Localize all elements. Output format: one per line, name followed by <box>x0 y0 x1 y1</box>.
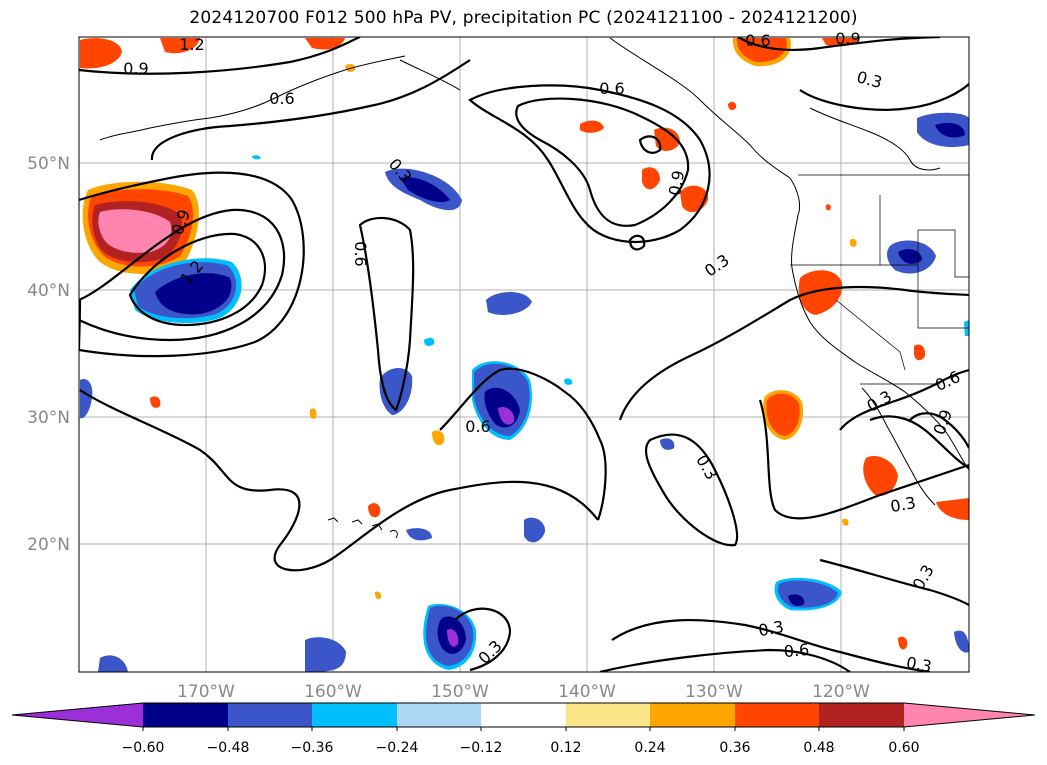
colorbar <box>11 702 1036 731</box>
lat-label: 40°N <box>27 281 70 301</box>
map-frame <box>78 36 970 673</box>
colorbar-segment <box>481 703 566 727</box>
colorbar-tick-label: 0.60 <box>888 740 919 756</box>
lon-label: 140°W <box>558 682 616 702</box>
colorbar-segment <box>819 703 904 727</box>
colorbar-segment <box>566 703 650 727</box>
lat-label: 30°N <box>27 408 70 428</box>
lon-label: 170°W <box>177 682 235 702</box>
map-area <box>79 37 969 672</box>
contour-label: 1.2 <box>179 35 204 54</box>
map-title: 2024120700 F012 500 hPa PV, precipitatio… <box>189 8 858 28</box>
coastlines <box>99 37 969 506</box>
colorbar-tick-label: −0.36 <box>291 740 334 756</box>
colorbar-segment <box>397 703 481 727</box>
lon-label: 130°W <box>685 682 743 702</box>
colorbar-extend-min <box>12 703 143 727</box>
longitude-labels: 170°W 160°W 150°W 140°W 130°W 120°W <box>177 682 870 702</box>
lat-label: 20°N <box>27 535 70 555</box>
colorbar-segment <box>228 703 312 727</box>
colorbar-tick-label: 0.48 <box>803 740 834 756</box>
colorbar-tick-label: −0.60 <box>122 740 165 756</box>
latitude-labels: 50°N 40°N 30°N 20°N <box>27 154 70 555</box>
contour-label: 0.3 <box>757 617 785 640</box>
colorbar-tick-label: 0.24 <box>634 740 665 756</box>
positive-precip-regions <box>80 38 969 650</box>
colorbar-segment <box>143 703 228 727</box>
contour-label: 0.6 <box>269 89 294 108</box>
lon-label: 120°W <box>812 682 870 702</box>
colorbar-tick-labels: −0.60 −0.48 −0.36 −0.24 −0.12 0.12 0.24 … <box>122 740 920 756</box>
lon-label: 160°W <box>304 682 362 702</box>
colorbar-tick-label: 0.12 <box>550 740 581 756</box>
political-borders <box>790 174 969 385</box>
contour-label: 0.6 <box>783 640 810 661</box>
colorbar-tick-label: −0.24 <box>376 740 419 756</box>
colorbar-segment <box>735 703 819 727</box>
colorbar-segment <box>312 703 397 727</box>
colorbar-segment <box>650 703 735 727</box>
lat-label: 50°N <box>27 154 70 174</box>
contour-label: 0.3 <box>905 653 933 676</box>
contour-label: 0.6 <box>465 417 490 436</box>
colorbar-tick-label: 0.36 <box>719 740 750 756</box>
colorbar-extend-max <box>904 703 1035 727</box>
contour-label: 0.9 <box>123 59 148 78</box>
colorbar-tick-label: −0.12 <box>460 740 503 756</box>
contour-label: 0.9 <box>665 169 688 197</box>
contour-label: 0.6 <box>745 31 770 50</box>
lon-label: 150°W <box>431 682 489 702</box>
contour-label: 0.3 <box>889 493 917 516</box>
contour-label: 0.6 <box>351 241 370 266</box>
contour-label: 0.6 <box>599 79 624 98</box>
contour-label: 0.9 <box>835 29 860 48</box>
colorbar-tick-label: −0.48 <box>207 740 250 756</box>
pv-contours <box>79 37 969 672</box>
